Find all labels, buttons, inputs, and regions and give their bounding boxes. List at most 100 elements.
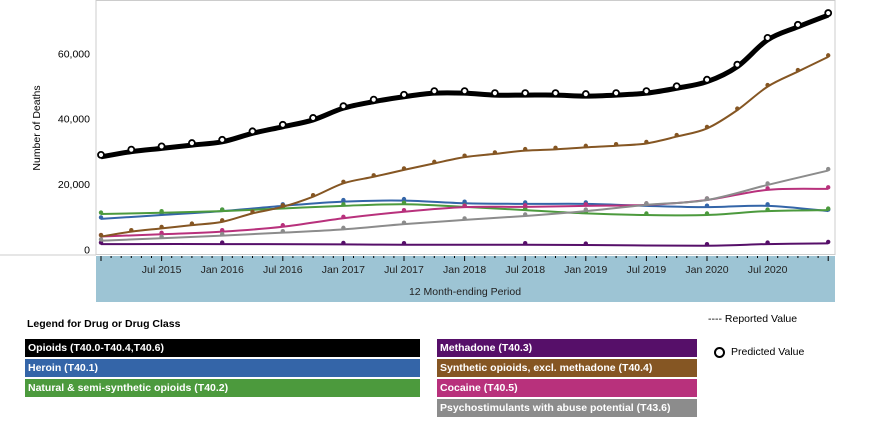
predicted-point: [220, 227, 225, 233]
predicted-value-legend: Predicted Value: [714, 346, 804, 358]
predicted-point: [765, 181, 770, 186]
predicted-point: [462, 199, 467, 204]
x-tick-label: Jul 2017: [384, 264, 424, 276]
predicted-point: [794, 20, 802, 29]
predicted-point: [733, 60, 742, 69]
y-axis-label: Number of Deaths: [31, 85, 43, 170]
predicted-point: [189, 221, 195, 226]
predicted-point: [341, 225, 346, 231]
predicted-point: [401, 241, 407, 246]
predicted-point: [824, 9, 833, 17]
predicted-point: [644, 201, 649, 206]
predicted-point: [341, 214, 346, 219]
x-tick-label: Jul 2015: [142, 264, 182, 276]
predicted-point: [341, 202, 346, 207]
predicted-point: [159, 234, 164, 239]
legend-item[interactable]: Natural & semi-synthetic opioids (T40.2): [25, 379, 420, 397]
predicted-point: [341, 179, 346, 185]
predicted-value-label: Predicted Value: [731, 346, 805, 358]
predicted-point: [765, 240, 770, 245]
predicted-point: [704, 242, 710, 247]
predicted-point: [432, 159, 437, 165]
predicted-point: [644, 211, 649, 216]
predicted-point: [218, 135, 227, 144]
predicted-point: [280, 228, 285, 234]
predicted-point: [157, 142, 166, 151]
predicted-point: [341, 240, 346, 246]
predicted-point: [521, 89, 530, 97]
legend-item[interactable]: Methadone (T40.3): [437, 339, 697, 357]
predicted-point: [250, 209, 255, 215]
predicted-point: [795, 67, 801, 73]
predicted-point: [765, 186, 770, 191]
predicted-point: [462, 203, 467, 208]
predicted-point: [98, 215, 104, 220]
predicted-point: [460, 87, 469, 96]
predicted-point: [98, 237, 104, 242]
predicted-point: [159, 224, 164, 230]
predicted-point: [159, 230, 164, 235]
predicted-point: [278, 120, 287, 129]
predicted-point: [763, 33, 772, 42]
predicted-point: [704, 124, 710, 130]
predicted-point: [490, 89, 499, 97]
predicted-point: [401, 220, 407, 225]
reported-value-legend: ---- Reported Value: [708, 313, 798, 325]
predicted-point: [523, 146, 528, 152]
ring-marker-icon: [714, 346, 725, 358]
x-tick-label: Jan 2020: [685, 264, 728, 276]
predicted-point: [613, 142, 619, 147]
predicted-point: [462, 216, 467, 221]
y-tick-label: 0: [84, 244, 90, 256]
predicted-point: [703, 75, 711, 84]
legend-item[interactable]: Synthetic opioids, excl. methadone (T40.…: [437, 359, 697, 377]
predicted-point: [401, 166, 407, 171]
predicted-point: [371, 173, 376, 178]
legend-title: Legend for Drug or Drug Class: [27, 318, 181, 330]
predicted-point: [492, 150, 498, 155]
predicted-point: [129, 227, 134, 233]
predicted-point: [220, 240, 225, 245]
predicted-point: [581, 90, 590, 98]
predicted-point: [583, 202, 588, 207]
x-tick-label: Jul 2020: [748, 264, 788, 276]
series-line: [100, 242, 829, 247]
predicted-point: [401, 196, 407, 202]
legend-item[interactable]: Cocaine (T40.5): [437, 379, 697, 397]
predicted-point: [826, 166, 831, 172]
predicted-point: [523, 212, 528, 217]
predicted-point: [672, 82, 681, 91]
predicted-point: [401, 208, 407, 213]
predicted-point: [765, 82, 770, 88]
predicted-point: [97, 150, 105, 159]
predicted-point: [98, 210, 104, 215]
predicted-point: [826, 53, 831, 58]
legend-item[interactable]: Opioids (T40.0-T40.4,T40.6): [25, 339, 420, 357]
predicted-point: [826, 206, 831, 211]
predicted-point: [127, 145, 136, 154]
predicted-point: [400, 90, 408, 99]
predicted-point: [523, 241, 528, 246]
legend-item[interactable]: Psychostimulants with abuse potential (T…: [437, 399, 697, 417]
predicted-point: [220, 207, 225, 212]
x-tick-label: Jan 2019: [564, 264, 607, 276]
predicted-point: [553, 145, 558, 151]
predicted-point: [309, 114, 318, 122]
predicted-point: [826, 239, 831, 245]
x-axis-label: 12 Month-ending Period: [409, 286, 521, 298]
predicted-point: [220, 218, 225, 223]
predicted-point: [430, 87, 439, 96]
x-axis-band: [96, 256, 835, 302]
predicted-point: [280, 223, 285, 228]
series-line: [100, 55, 829, 238]
predicted-point: [583, 207, 588, 212]
x-tick-label: Jan 2016: [201, 264, 244, 276]
predicted-point: [310, 193, 316, 198]
predicted-point: [765, 202, 770, 207]
predicted-point: [341, 197, 346, 203]
predicted-point: [704, 203, 710, 208]
predicted-point: [583, 241, 588, 246]
legend-item[interactable]: Heroin (T40.1): [25, 359, 420, 377]
predicted-point: [704, 196, 710, 201]
